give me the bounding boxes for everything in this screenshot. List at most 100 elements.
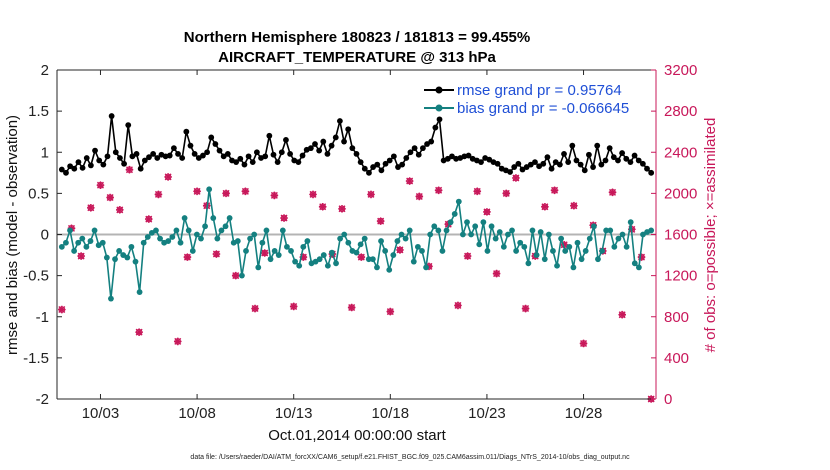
- bias-point: [365, 256, 372, 263]
- rmse-point: [75, 159, 82, 166]
- rmse-point: [212, 141, 219, 147]
- bias-point: [169, 234, 176, 240]
- obs-assimilated-marker: [512, 174, 520, 182]
- rmse-point: [644, 165, 650, 172]
- bias-point: [320, 252, 327, 258]
- bias-point: [63, 239, 69, 246]
- bias-point: [71, 248, 78, 254]
- bias-point: [521, 243, 528, 250]
- rmse-point: [125, 122, 132, 129]
- rmse-point: [573, 157, 580, 164]
- y-tick-labels: -2 -1.5 -1 -0.5 0 0.5 1 1.5 2: [23, 62, 49, 408]
- rmse-point: [415, 151, 422, 158]
- bias-point: [300, 243, 307, 250]
- bias-point: [144, 234, 151, 240]
- obs-assimilated-marker: [570, 201, 578, 210]
- bias-point: [525, 260, 532, 267]
- bias-point: [75, 239, 82, 246]
- bias-point: [239, 272, 245, 279]
- rmse-point: [411, 145, 418, 152]
- bias-point: [341, 231, 348, 238]
- obs-assimilated-marker: [560, 240, 569, 249]
- bias-point: [279, 227, 286, 234]
- bias-point: [296, 262, 303, 269]
- rmse-point: [357, 159, 364, 166]
- obs-assimilated-marker: [193, 187, 201, 196]
- bias-point: [218, 227, 225, 234]
- rmse-point: [187, 142, 194, 149]
- rmse-point: [270, 151, 277, 158]
- rmse-point: [208, 134, 215, 141]
- obs-assimilated-marker: [87, 203, 95, 212]
- bias-point: [623, 243, 630, 250]
- rmse-point: [137, 165, 144, 172]
- obs-assimilated-marker: [521, 304, 530, 313]
- rmse-point: [532, 159, 538, 166]
- bias-point: [222, 223, 229, 230]
- legend-rmse-label: rmse grand pr = 0.95764: [457, 82, 622, 99]
- rmse-point: [133, 150, 140, 157]
- bias-point: [378, 238, 384, 244]
- obs-assimilated-marker: [115, 206, 124, 214]
- bias-point: [226, 215, 233, 221]
- x-tick-label: 10/13: [275, 405, 313, 422]
- bias-point: [586, 235, 593, 242]
- bias-point: [451, 211, 458, 217]
- rmse-point: [403, 155, 410, 161]
- bias-point: [558, 235, 565, 242]
- legend: rmse grand pr = 0.95764 bias grand pr = …: [424, 82, 629, 117]
- bias-point: [386, 266, 393, 273]
- rmse-point: [241, 161, 248, 168]
- obs-assimilated-marker: [367, 190, 375, 199]
- rmse-point: [602, 157, 609, 164]
- obs-assimilated-marker: [144, 215, 153, 223]
- legend-bias-marker: [435, 104, 443, 112]
- y-tick-label: 0.5: [28, 185, 49, 202]
- rmse-point: [606, 145, 613, 152]
- chart-title-line2: AIRCRAFT_TEMPERATURE @ 313 hPa: [218, 49, 496, 66]
- rmse-point: [515, 160, 522, 167]
- rmse-point: [87, 162, 94, 169]
- rmse-point: [233, 159, 240, 166]
- bias-point: [464, 219, 470, 226]
- y2-tick-label: 2000: [664, 185, 697, 202]
- bias-point: [316, 256, 323, 263]
- bias-point: [496, 229, 503, 235]
- obs-count-markers: [58, 165, 655, 403]
- bias-point: [447, 219, 454, 226]
- rmse-point: [58, 166, 65, 173]
- rmse-point: [565, 159, 572, 166]
- bias-point: [210, 215, 217, 221]
- bias-point: [476, 241, 483, 248]
- obs-assimilated-marker: [58, 305, 66, 314]
- rmse-point: [349, 145, 356, 152]
- y-tick-label: -1: [36, 309, 49, 326]
- rmse-point: [191, 150, 198, 157]
- bias-point: [574, 239, 581, 246]
- rmse-point: [96, 157, 103, 164]
- rmse-point: [507, 169, 513, 175]
- bias-point: [595, 256, 601, 263]
- y-tick-label: -1.5: [23, 350, 49, 367]
- rmse-point: [266, 132, 273, 139]
- x-tick-labels: 10/03 10/08 10/13 10/18 10/23 10/28: [82, 405, 603, 422]
- rmse-point: [262, 153, 269, 160]
- obs-assimilated-marker: [212, 250, 221, 258]
- rmse-point: [382, 160, 389, 167]
- rmse-point: [345, 126, 352, 133]
- bias-point: [382, 248, 389, 254]
- obs-assimilated-marker: [434, 186, 443, 195]
- rmse-point: [432, 124, 439, 131]
- bias-point: [267, 256, 274, 263]
- bias-point: [128, 243, 135, 250]
- rmse-point: [183, 128, 190, 135]
- obs-assimilated-marker: [637, 253, 646, 261]
- rmse-point: [341, 138, 347, 145]
- bias-point: [488, 223, 495, 230]
- obs-assimilated-marker: [541, 202, 549, 211]
- rmse-point: [104, 153, 111, 160]
- bias-point: [185, 227, 192, 234]
- rmse-point: [316, 147, 323, 154]
- bias-point: [480, 219, 487, 226]
